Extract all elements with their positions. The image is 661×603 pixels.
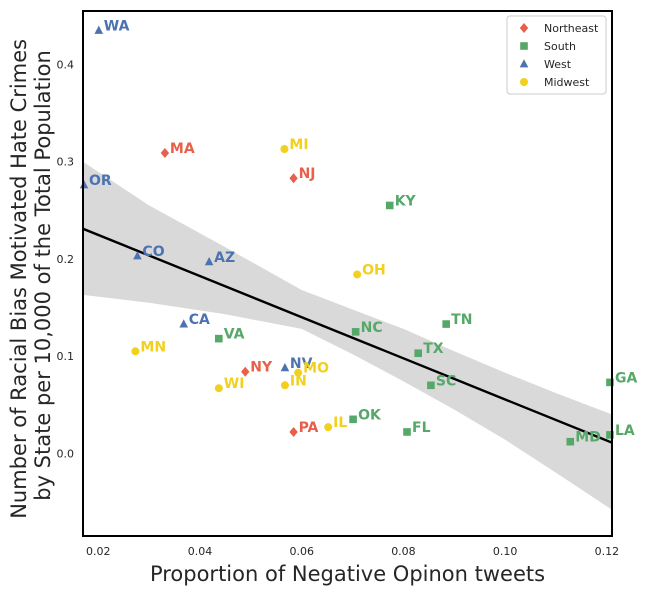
legend-marker-west [519, 59, 529, 68]
data-point-va [215, 334, 223, 343]
point-label-wa: WA [104, 18, 130, 34]
legend-label-south: South [544, 40, 576, 53]
point-label-tn: TN [451, 312, 472, 328]
x-axis-ticks: 0.02 0.04 0.06 0.08 0.10 0.12 [86, 545, 619, 558]
data-point-sc [427, 381, 435, 390]
y-tick-label: 0.2 [57, 253, 75, 266]
regression-line [83, 227, 612, 444]
data-point-tx [414, 349, 423, 358]
legend-marker-northeast [519, 23, 529, 33]
data-point-mo [294, 368, 303, 377]
point-label-oh: OH [362, 262, 386, 278]
point-label-md: MD [575, 430, 601, 446]
x-tick-label: 0.10 [493, 545, 518, 558]
y-tick-label: 0.4 [57, 58, 75, 71]
data-point-ny [241, 366, 250, 377]
point-label-mi: MI [289, 137, 308, 153]
data-point-pa [289, 426, 298, 437]
data-points-layer [79, 25, 614, 446]
point-label-fl: FL [412, 420, 431, 436]
point-label-ga: GA [615, 370, 637, 386]
point-label-mo: MO [303, 361, 329, 377]
point-label-az: AZ [214, 250, 235, 266]
data-point-il [324, 423, 333, 432]
point-label-nc: NC [361, 320, 383, 336]
plot-frame [82, 10, 613, 537]
point-label-ma: MA [170, 141, 195, 157]
data-point-nv [280, 363, 290, 372]
data-point-az [204, 257, 214, 266]
y-axis-label-line-1: Number of Racial Bias Motivated Hate Cri… [7, 39, 31, 519]
y-tick-label: 0.1 [57, 350, 75, 363]
point-label-or: OR [89, 173, 112, 189]
point-label-nv: NV [290, 356, 313, 372]
data-point-oh [353, 270, 362, 279]
legend-box [506, 15, 607, 95]
y-tick-label: 0.3 [57, 156, 75, 169]
point-label-ok: OK [358, 407, 382, 423]
legend: Northeast South West Midwest [506, 15, 607, 95]
regression-line-layer [83, 227, 612, 444]
x-axis-label: Proportion of Negative Opinon tweets [150, 562, 545, 586]
data-point-fl [403, 428, 411, 436]
data-point-in [280, 381, 289, 390]
legend-label-northeast: Northeast [544, 22, 599, 35]
data-point-md [566, 437, 575, 446]
y-tick-label: 0.0 [57, 447, 75, 460]
point-label-pa: PA [299, 420, 319, 436]
data-point-ky [385, 201, 394, 210]
legend-marker-south [520, 42, 528, 50]
x-tick-label: 0.02 [86, 545, 111, 558]
data-point-ok [349, 415, 357, 424]
point-label-mn: MN [140, 339, 166, 355]
y-axis-label: Number of Racial Bias Motivated Hate Cri… [7, 32, 55, 519]
point-labels-layer: WA OR CO AZ CA NV MA NJ NY PA MI OH MN MO WI IN IL KY VA NC… [89, 18, 637, 445]
point-label-sc: SC [436, 373, 456, 389]
point-label-nj: NJ [299, 166, 316, 182]
data-point-nc [351, 328, 360, 336]
legend-label-midwest: Midwest [544, 76, 590, 89]
point-label-ky: KY [395, 193, 417, 209]
data-point-nj [289, 173, 298, 184]
point-label-ny: NY [250, 360, 273, 376]
point-label-va: VA [224, 327, 245, 343]
point-label-wi: WI [224, 376, 245, 392]
data-point-ca [179, 319, 189, 328]
legend-marker-midwest [520, 78, 528, 86]
data-point-la [606, 431, 614, 439]
data-point-mn [131, 347, 140, 356]
data-point-co [133, 251, 142, 260]
legend-label-west: West [544, 58, 572, 71]
x-tick-label: 0.12 [595, 545, 620, 558]
data-point-tn [442, 320, 450, 328]
x-tick-label: 0.06 [289, 545, 314, 558]
x-tick-label: 0.08 [391, 545, 416, 558]
point-label-in: IN [290, 373, 307, 389]
data-point-mi [280, 145, 289, 154]
data-point-or [79, 180, 89, 189]
x-tick-label: 0.04 [188, 545, 213, 558]
point-label-tx: TX [423, 341, 444, 357]
data-point-wi [214, 384, 223, 393]
point-label-co: CO [142, 244, 164, 260]
data-point-ga [606, 378, 614, 387]
data-point-ma [160, 147, 170, 158]
point-label-la: LA [615, 423, 635, 439]
point-label-il: IL [333, 415, 347, 431]
point-label-ca: CA [189, 312, 210, 328]
data-point-wa [94, 25, 104, 34]
y-axis-ticks: 0.0 0.1 0.2 0.3 0.4 [57, 58, 75, 460]
y-axis-label-line-2: by State per 10,000 of the Total Populat… [31, 50, 55, 501]
